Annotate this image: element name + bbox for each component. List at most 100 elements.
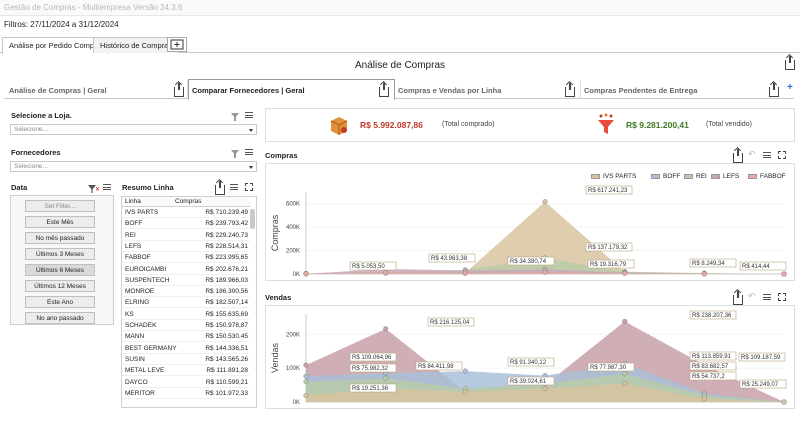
col-linha[interactable]: Linha: [125, 198, 141, 205]
legend-label[interactable]: LEFS: [723, 173, 740, 180]
legend-label[interactable]: BOFF: [663, 173, 681, 180]
series-area-s4[interactable]: [306, 383, 784, 403]
filter-options-icon[interactable]: [763, 152, 771, 158]
date-btn-ano-passado[interactable]: No ano passado: [25, 312, 95, 324]
add-tab-icon[interactable]: [167, 37, 187, 52]
col-compras[interactable]: Compras: [175, 198, 202, 205]
data-point[interactable]: [701, 271, 707, 277]
table-row[interactable]: SCHADEK R$ 150.978,87: [122, 321, 250, 331]
data-label: R$ 83.682,57: [689, 361, 737, 371]
data-point[interactable]: [303, 271, 309, 277]
filter-options-icon[interactable]: [245, 112, 253, 118]
resumo-table: Linha Compras IVS PARTS R$ 710.239,49 BOFF…: [121, 196, 257, 408]
legend-label[interactable]: FABBOF: [760, 173, 786, 180]
filter-options-icon[interactable]: [245, 149, 253, 155]
data-point[interactable]: [303, 379, 309, 385]
table-row[interactable]: DAYCO R$ 110.599,21: [122, 378, 250, 388]
date-btn-este-mes[interactable]: Este Mês: [25, 216, 95, 228]
legend-label[interactable]: REI: [696, 173, 707, 180]
data-point[interactable]: [303, 392, 309, 398]
date-btn-6-meses[interactable]: Últimos 6 Meses: [25, 264, 95, 276]
expand-icon[interactable]: [778, 293, 786, 301]
tab-analise-pedido[interactable]: Análise por Pedido Compra: [2, 37, 108, 54]
table-row[interactable]: FABBOF R$ 223.995,65: [122, 253, 250, 264]
date-btn-3-meses[interactable]: Últimos 3 Meses: [25, 248, 95, 260]
vendas-chart[interactable]: 200K 100K 0K Vendas R$ 216.125,04 R$ 238.207,…: [265, 305, 795, 409]
share-icon[interactable]: [565, 83, 575, 97]
series-area-ivs-parts[interactable]: [306, 201, 784, 274]
data-point[interactable]: [781, 271, 787, 277]
filter-icon[interactable]: [231, 113, 239, 121]
fornecedores-select[interactable]: Selecione...: [10, 161, 257, 172]
expand-icon[interactable]: [778, 151, 786, 159]
data-point[interactable]: [303, 373, 309, 379]
data-point[interactable]: [542, 269, 548, 275]
table-row[interactable]: IVS PARTS R$ 710.239,49: [122, 208, 250, 218]
subtab-comparar-fornecedores[interactable]: Comparar Fornecedores | Geral: [188, 79, 395, 100]
share-icon[interactable]: [215, 181, 225, 195]
subtab-compras-vendas[interactable]: Compras e Vendas por Linha: [395, 81, 581, 99]
table-row[interactable]: SUSIN R$ 143.565,26: [122, 355, 250, 365]
share-icon[interactable]: [174, 83, 184, 97]
table-row[interactable]: METAL LEVE R$ 111.891,28: [122, 366, 250, 377]
filter-options-icon[interactable]: [763, 294, 771, 300]
table-row[interactable]: ELRING R$ 182.507,14: [122, 298, 250, 309]
loja-select[interactable]: Selecione...: [10, 124, 257, 135]
undo-icon[interactable]: ↶: [748, 291, 756, 301]
subtab-pendentes[interactable]: Compras Pendentes de Entrega: [581, 81, 781, 99]
clear-x-icon[interactable]: ✕: [95, 187, 101, 193]
data-point[interactable]: [622, 270, 628, 276]
table-row[interactable]: SUSPENTECH R$ 189.966,03: [122, 276, 250, 286]
main-tabstrip: Análise por Pedido Compra Histórico de C…: [0, 36, 800, 54]
table-row[interactable]: EUROICAMBI R$ 202.676,21: [122, 265, 250, 275]
subtab-analise-geral[interactable]: Análise de Compras | Geral: [6, 81, 188, 99]
data-point[interactable]: [462, 389, 468, 395]
table-row[interactable]: MANN R$ 150.530,45: [122, 332, 250, 343]
table-scrollbar[interactable]: [250, 209, 255, 229]
clear-filter-icon[interactable]: [88, 185, 96, 193]
table-row[interactable]: BEST GERMANY R$ 144.336,51: [122, 344, 250, 354]
legend-label[interactable]: IVS PARTS: [603, 173, 637, 180]
expand-icon[interactable]: [245, 183, 253, 191]
undo-icon[interactable]: ↶: [748, 149, 756, 159]
table-row[interactable]: MONROE R$ 186.300,56: [122, 287, 250, 298]
data-point[interactable]: [622, 371, 628, 377]
data-point[interactable]: [303, 362, 309, 368]
table-row[interactable]: REI R$ 229.240,73: [122, 231, 250, 241]
filter-icon[interactable]: [231, 150, 239, 158]
filter-options-icon[interactable]: [103, 184, 111, 190]
data-point[interactable]: [383, 270, 389, 276]
data-point[interactable]: [622, 380, 628, 386]
data-point[interactable]: [781, 399, 787, 405]
share-icon[interactable]: [733, 149, 743, 163]
add-subtab-icon[interactable]: +: [787, 82, 793, 93]
filter-options-icon[interactable]: [230, 184, 238, 190]
data-point[interactable]: [701, 396, 707, 402]
cell-compras: R$ 155.635,69: [205, 310, 248, 318]
share-icon[interactable]: [733, 291, 743, 305]
data-point[interactable]: [383, 326, 389, 332]
table-row[interactable]: BOFF R$ 239.793,42: [122, 219, 250, 230]
data-label-box: [507, 357, 555, 367]
table-row[interactable]: KS R$ 155.635,69: [122, 310, 250, 320]
date-btn-este-ano[interactable]: Este Ano: [25, 296, 95, 308]
data-point[interactable]: [622, 318, 628, 324]
vendas-title: Vendas: [265, 293, 292, 302]
data-point[interactable]: [383, 375, 389, 381]
table-row[interactable]: MERITOR R$ 101.972,33: [122, 389, 250, 399]
date-btn-12-meses[interactable]: Últimos 12 Meses: [25, 280, 95, 292]
date-btn-mes-passado[interactable]: No mês passado: [25, 232, 95, 244]
data-point[interactable]: [462, 368, 468, 374]
data-point[interactable]: [542, 385, 548, 391]
data-point[interactable]: [462, 270, 468, 276]
legend-swatch: [748, 174, 757, 179]
date-btn-set-filter[interactable]: Set Filter...: [25, 200, 95, 212]
data-label-text: R$ 75.982,32: [352, 366, 389, 372]
compras-chart[interactable]: IVS PARTS BOFF REI LEFS FABBOF 600K 400K 200K 0…: [265, 163, 795, 281]
share-icon[interactable]: [769, 83, 779, 97]
table-row[interactable]: LEFS R$ 228.514,31: [122, 242, 250, 252]
series-area-rei[interactable]: [306, 257, 784, 274]
share-icon[interactable]: [379, 83, 389, 97]
share-icon[interactable]: [785, 56, 795, 70]
data-point[interactable]: [542, 199, 548, 205]
